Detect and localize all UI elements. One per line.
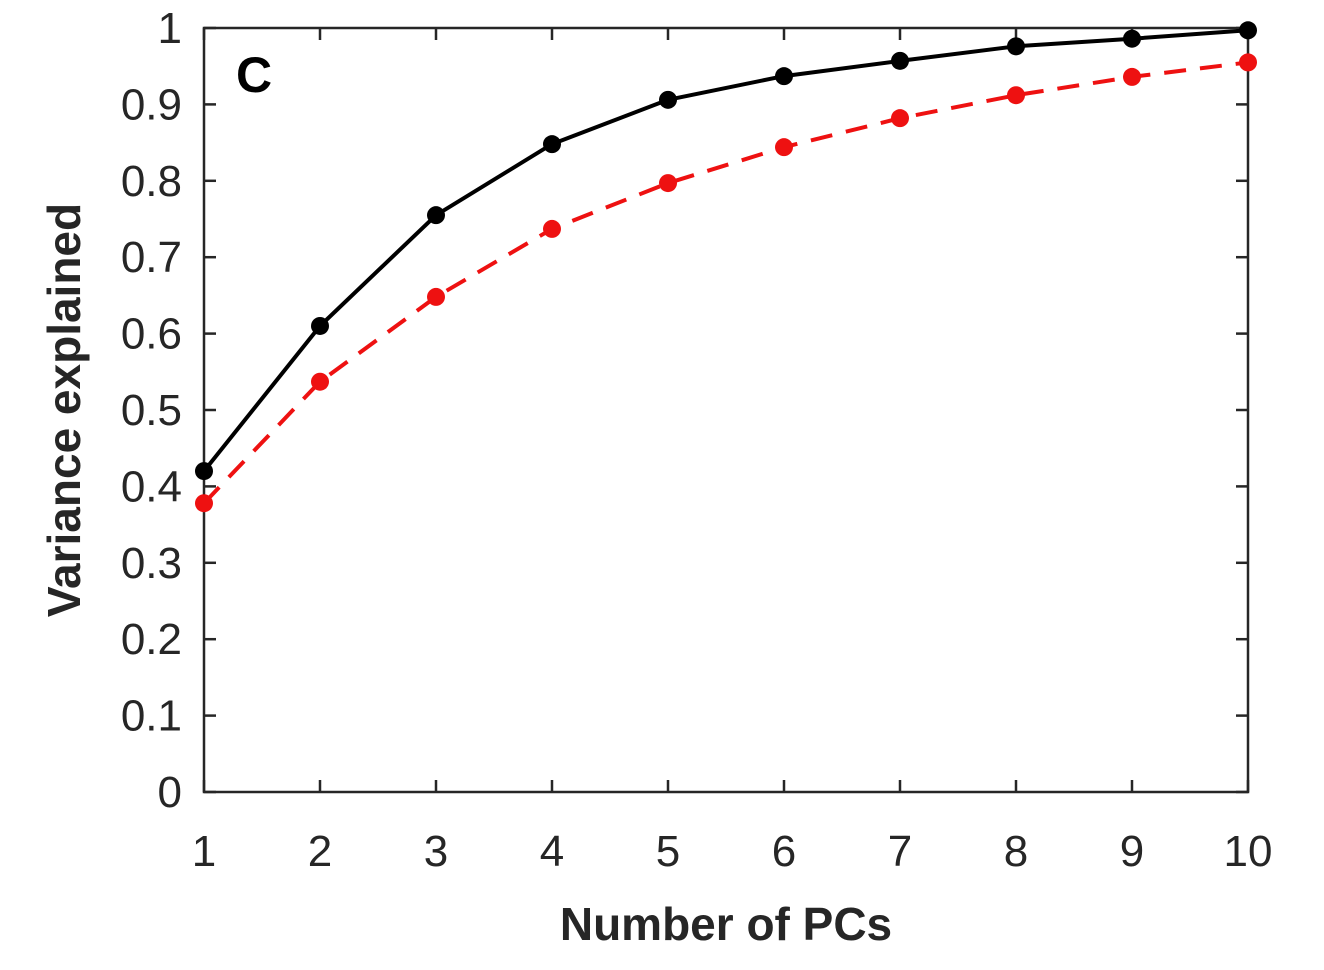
- series-1-point: [1123, 29, 1141, 48]
- series-2-point: [891, 109, 909, 128]
- y-tick-label: 0.6: [121, 310, 182, 359]
- x-tick-label: 1: [192, 827, 216, 876]
- series-2-line: [202, 60, 1249, 505]
- series-2-point: [1239, 53, 1257, 72]
- plot-area: [202, 26, 1250, 794]
- series-1-point: [659, 90, 677, 109]
- x-tick-label: 8: [1004, 827, 1028, 876]
- x-tick-label: 4: [540, 827, 564, 876]
- series-2-point: [427, 287, 445, 306]
- x-tick-label: 2: [308, 827, 332, 876]
- series-2-point: [1123, 67, 1141, 86]
- y-tick-label: 0.1: [121, 692, 182, 741]
- y-axis: 0 0.1 0.2 0.3 0.4 0.5 0.6 0.7 0.8 0.9 1: [121, 4, 1248, 817]
- y-tick-label: 0.7: [121, 233, 182, 282]
- y-tick-label: 0.9: [121, 80, 182, 129]
- series-1-point: [311, 316, 329, 335]
- y-tick-label: 0: [158, 768, 182, 817]
- series-1-point: [195, 462, 213, 481]
- series-1-point: [775, 67, 793, 86]
- y-tick-label: 0.5: [121, 386, 182, 435]
- series-1-point: [427, 206, 445, 225]
- series-1-point: [891, 51, 909, 70]
- plot-border: [202, 26, 1250, 794]
- x-tick-label: 6: [772, 827, 796, 876]
- series-1-point: [1239, 21, 1257, 40]
- y-tick-label: 1: [158, 4, 182, 53]
- series-layer: [195, 21, 1257, 513]
- y-tick-label: 0.4: [121, 462, 182, 511]
- series-2-point: [1007, 86, 1025, 105]
- series-2-point: [543, 219, 561, 238]
- series-1-point: [1007, 37, 1025, 56]
- series-1-line: [202, 28, 1249, 473]
- x-tick-label: 5: [656, 827, 680, 876]
- x-axis-title: Number of PCs: [560, 898, 892, 950]
- x-tick-label: 10: [1224, 827, 1273, 876]
- series-1-point: [543, 135, 561, 154]
- y-tick-label: 0.2: [121, 615, 182, 664]
- series-2-point: [195, 494, 213, 513]
- x-tick-label: 7: [888, 827, 912, 876]
- y-axis-title: Variance explained: [38, 203, 90, 617]
- series-2-point: [775, 138, 793, 157]
- series-2-point: [659, 174, 677, 193]
- x-axis: 1 2 3 4 5 6 7 8 9 10: [192, 28, 1273, 876]
- panel-label: C: [236, 47, 272, 103]
- series-2-point: [311, 372, 329, 391]
- x-tick-label: 3: [424, 827, 448, 876]
- y-tick-label: 0.8: [121, 157, 182, 206]
- x-tick-label: 9: [1120, 827, 1144, 876]
- y-tick-label: 0.3: [121, 539, 182, 588]
